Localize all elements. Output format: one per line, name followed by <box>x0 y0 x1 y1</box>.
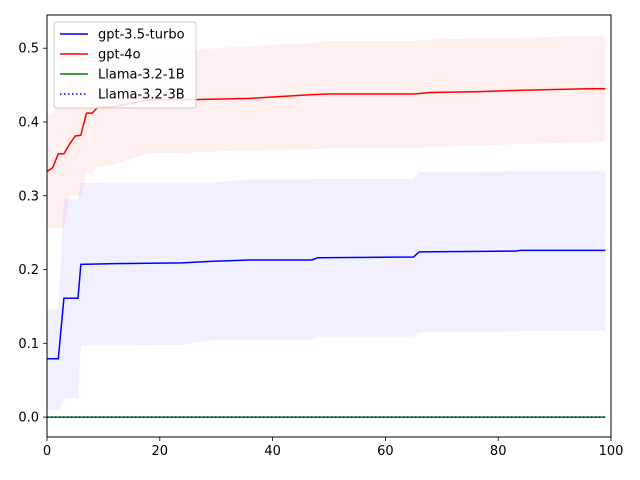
x-tick-label: 40 <box>264 444 281 459</box>
x-tick-label: 0 <box>43 444 51 459</box>
plot-frame <box>46 14 612 438</box>
y-tick-label: 0.3 <box>18 189 39 204</box>
y-axis: 0.0 0.1 0.2 0.3 0.4 0.5 <box>18 42 47 426</box>
y-tick-label: 0.4 <box>18 115 39 130</box>
legend-label-llama-3-2-3b: Llama-3.2-3B <box>98 88 185 103</box>
x-tick-label: 80 <box>490 444 507 459</box>
y-tick-label: 0.2 <box>18 263 39 278</box>
x-axis: 0 20 40 60 80 100 <box>43 437 624 459</box>
legend-box <box>53 21 197 109</box>
legend-label-gpt-4o: gpt-4o <box>98 48 141 63</box>
x-tick-label: 20 <box>152 444 169 459</box>
y-tick-label: 0.0 <box>18 411 39 426</box>
legend-label-llama-3-2-1b: Llama-3.2-1B <box>98 68 185 83</box>
x-tick-label: 100 <box>599 444 624 459</box>
legend-label-gpt-3-5-turbo: gpt-3.5-turbo <box>98 28 185 43</box>
gpt-3-5-turbo-band <box>47 171 606 410</box>
y-tick-label: 0.5 <box>18 42 39 57</box>
y-tick-label: 0.1 <box>18 337 39 352</box>
gpt-3-5-turbo-line <box>47 249 606 360</box>
legend: gpt-3.5-turbo gpt-4o Llama-3.2-1B Llama-3.2… <box>53 21 197 109</box>
x-tick-label: 60 <box>377 444 394 459</box>
